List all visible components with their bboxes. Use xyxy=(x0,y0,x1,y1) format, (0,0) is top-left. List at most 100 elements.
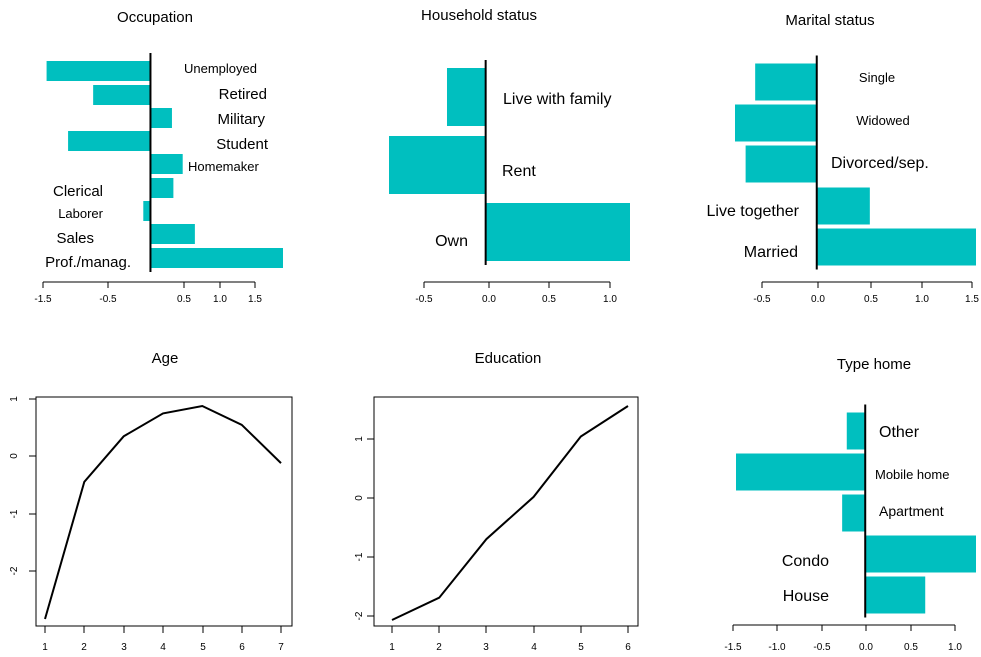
x-axis: 1 2 3 4 5 6 7 xyxy=(42,626,284,653)
bar-group xyxy=(736,412,976,614)
bar-group xyxy=(389,68,630,261)
chart-panel-3: Marital status Single Widowed Divorced/sep.… xyxy=(706,12,979,305)
category-label: Widowed xyxy=(856,113,909,128)
bar xyxy=(93,85,151,105)
category-label: Single xyxy=(859,70,895,85)
tick-label: -1.5 xyxy=(724,642,742,653)
tick-label: -1.0 xyxy=(768,642,786,653)
category-label: Rent xyxy=(502,163,536,180)
tick-label: 0.0 xyxy=(811,294,825,305)
category-label: Clerical xyxy=(53,183,103,200)
chart-panel-4: Age 1 2 3 4 5 6 7 -2 -1 0 1 xyxy=(9,350,293,653)
series-line xyxy=(44,404,282,620)
tick-label: 1 xyxy=(389,642,395,653)
category-label: Prof./manag. xyxy=(45,254,131,271)
category-label: Mobile home xyxy=(875,467,949,482)
tick-label: -0.5 xyxy=(99,294,117,305)
tick-label: -0.5 xyxy=(415,294,433,305)
bar xyxy=(485,203,630,261)
tick-label: 0.5 xyxy=(904,642,918,653)
tick-label: 3 xyxy=(483,642,489,653)
tick-label: 6 xyxy=(625,642,631,653)
x-axis: -1.5 -1.0 -0.5 0.0 0.5 1.0 xyxy=(724,624,962,653)
category-label: Military xyxy=(218,111,266,128)
chart-panel-6: Type home Other Mobile home Apartment Condo H… xyxy=(724,356,976,653)
tick-label: -1 xyxy=(9,509,20,518)
chart-title: Occupation xyxy=(117,9,193,26)
tick-label: -2 xyxy=(354,611,365,620)
tick-label: 1 xyxy=(354,436,365,442)
tick-label: -1 xyxy=(354,552,365,561)
tick-label: 1.5 xyxy=(248,294,262,305)
plot-frame xyxy=(35,396,293,627)
tick-label: 2 xyxy=(81,642,87,653)
tick-label: 1.5 xyxy=(965,294,979,305)
bar xyxy=(143,201,151,221)
tick-label: 0.5 xyxy=(177,294,191,305)
plot-frame xyxy=(373,396,639,627)
tick-label: 0.0 xyxy=(859,642,873,653)
category-label: Married xyxy=(744,244,798,261)
tick-label: 1.0 xyxy=(603,294,617,305)
bar xyxy=(816,228,976,266)
chart-title: Type home xyxy=(837,356,911,373)
bar xyxy=(755,63,817,101)
tick-label: 3 xyxy=(121,642,127,653)
x-axis: 1 2 3 4 5 6 xyxy=(389,626,631,653)
tick-label: 4 xyxy=(531,642,537,653)
tick-label: 5 xyxy=(578,642,584,653)
bar xyxy=(150,178,174,198)
tick-label: 4 xyxy=(160,642,166,653)
tick-label: 0.5 xyxy=(542,294,556,305)
chart-panel-2: Household status Live with family Rent Own -… xyxy=(389,7,630,305)
category-label: Divorced/sep. xyxy=(831,155,929,172)
bar xyxy=(736,453,866,491)
bar xyxy=(68,131,151,151)
category-label: Homemaker xyxy=(188,159,259,174)
tick-label: 0 xyxy=(354,495,365,501)
tick-label: 1.0 xyxy=(213,294,227,305)
bar xyxy=(150,154,183,174)
tick-label: -1.5 xyxy=(34,294,52,305)
chart-title: Household status xyxy=(421,7,537,24)
category-label: Own xyxy=(435,233,468,250)
bar xyxy=(446,68,486,126)
tick-label: 1 xyxy=(9,396,20,402)
bar xyxy=(816,187,870,225)
category-label: Apartment xyxy=(879,503,944,519)
bar xyxy=(150,248,283,268)
tick-label: 1.0 xyxy=(915,294,929,305)
category-label: Live together xyxy=(706,203,799,220)
chart-title: Marital status xyxy=(785,12,874,29)
category-label: Laborer xyxy=(58,206,103,221)
bar xyxy=(865,535,976,573)
x-axis: -1.5 -0.5 0.5 1.0 1.5 xyxy=(34,281,262,305)
bar xyxy=(150,224,195,244)
bar-group xyxy=(735,63,976,266)
tick-label: 0.0 xyxy=(482,294,496,305)
x-axis: -0.5 0.0 0.5 1.0 xyxy=(415,281,617,305)
y-axis: -2 -1 0 1 xyxy=(354,436,374,620)
chart-panel-5: Education 1 2 3 4 5 6 -2 -1 0 1 xyxy=(354,350,639,653)
bar xyxy=(150,108,172,128)
category-label: Retired xyxy=(219,86,267,103)
tick-label: 6 xyxy=(239,642,245,653)
y-axis: -2 -1 0 1 xyxy=(9,396,36,575)
category-label: House xyxy=(783,588,829,605)
category-label: Sales xyxy=(56,230,94,247)
tick-label: -2 xyxy=(9,566,20,575)
category-label: Condo xyxy=(782,553,829,570)
category-label: Student xyxy=(216,136,269,153)
series-line xyxy=(391,405,629,621)
chart-panel-1: Occupation Unemployed Retired Military Stude… xyxy=(34,9,283,305)
bar-group xyxy=(46,61,283,268)
category-label: Other xyxy=(879,424,920,441)
bar xyxy=(389,136,486,194)
tick-label: 0 xyxy=(9,453,20,459)
tick-label: 7 xyxy=(278,642,284,653)
x-axis: -0.5 0.0 0.5 1.0 1.5 xyxy=(753,281,979,305)
tick-label: 1 xyxy=(42,642,48,653)
tick-label: -0.5 xyxy=(813,642,831,653)
bar xyxy=(842,494,866,532)
